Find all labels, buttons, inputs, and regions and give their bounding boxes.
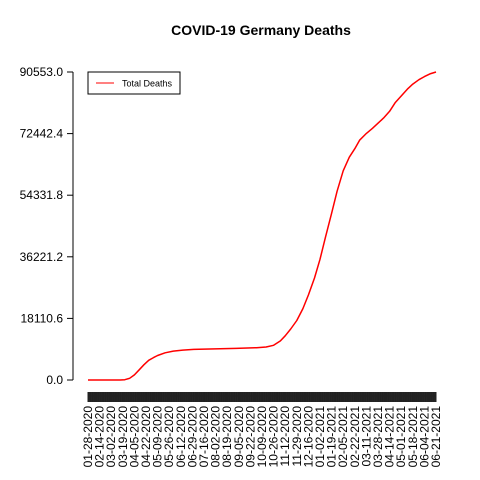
x-tick-label: 08-02-2020 — [209, 406, 223, 468]
x-tick-label: 06-21-2021 — [429, 406, 443, 468]
x-tick-label: 11-12-2020 — [278, 406, 292, 467]
x-tick-label: 05-26-2020 — [162, 406, 176, 468]
y-tick-label: 36221.2 — [20, 250, 64, 264]
y-tick-label: 90553.0 — [20, 65, 64, 79]
x-tick-label: 12-16-2020 — [301, 406, 315, 468]
x-tick-label: 02-05-2021 — [336, 406, 350, 468]
x-tick-label: 06-29-2020 — [185, 406, 199, 468]
x-tick-label: 09-05-2020 — [232, 406, 246, 468]
y-tick-label: 54331.8 — [20, 188, 64, 202]
y-tick-label: 0.0 — [46, 373, 63, 387]
chart-title: COVID-19 Germany Deaths — [171, 22, 351, 38]
x-tick-label: 01-28-2020 — [81, 406, 95, 468]
x-tick-label: 03-19-2020 — [116, 406, 130, 468]
x-tick-label: 05-09-2020 — [151, 406, 165, 468]
x-tick-label: 06-04-2021 — [417, 406, 431, 468]
x-axis: 01-28-202002-14-202003-02-202003-19-2020… — [81, 392, 443, 467]
x-tick-label: 01-19-2021 — [325, 406, 339, 468]
y-axis: 0.0 18110.6 36221.2 54331.8 72442.4 90553.0 — [20, 65, 74, 387]
x-tick-label: 04-14-2021 — [383, 406, 397, 468]
x-tick-label: 01-02-2021 — [313, 406, 327, 468]
legend-label: Total Deaths — [122, 79, 173, 89]
legend: Total Deaths — [87, 71, 181, 95]
x-tick-label: 08-19-2020 — [220, 406, 234, 468]
x-tick-label: 04-22-2020 — [139, 406, 153, 468]
x-tick-label: 04-05-2020 — [127, 406, 141, 468]
x-tick-label: 03-02-2020 — [104, 406, 118, 468]
x-tick-label: 09-22-2020 — [243, 406, 257, 468]
x-tick-label: 05-01-2021 — [394, 406, 408, 468]
x-tick-label: 10-26-2020 — [267, 406, 281, 468]
x-tick-label: 07-16-2020 — [197, 406, 211, 468]
x-tick-label: 11-29-2020 — [290, 406, 304, 467]
x-tick-label: 10-09-2020 — [255, 406, 269, 468]
x-tick-label: 03-28-2021 — [371, 406, 385, 468]
series-line-total-deaths — [88, 71, 437, 381]
legend-box — [87, 71, 181, 95]
x-tick-label: 03-11-2021 — [359, 406, 373, 467]
x-tick-label: 06-12-2020 — [174, 406, 188, 468]
x-tick-label: 02-22-2021 — [348, 406, 362, 468]
x-tick-label: 02-14-2020 — [93, 406, 107, 468]
x-tick-label: 05-18-2021 — [406, 406, 420, 468]
y-tick-label: 72442.4 — [20, 127, 64, 141]
y-tick-label: 18110.6 — [21, 311, 64, 325]
series-layer — [88, 71, 437, 381]
x-daily-tick-band — [87, 392, 437, 402]
